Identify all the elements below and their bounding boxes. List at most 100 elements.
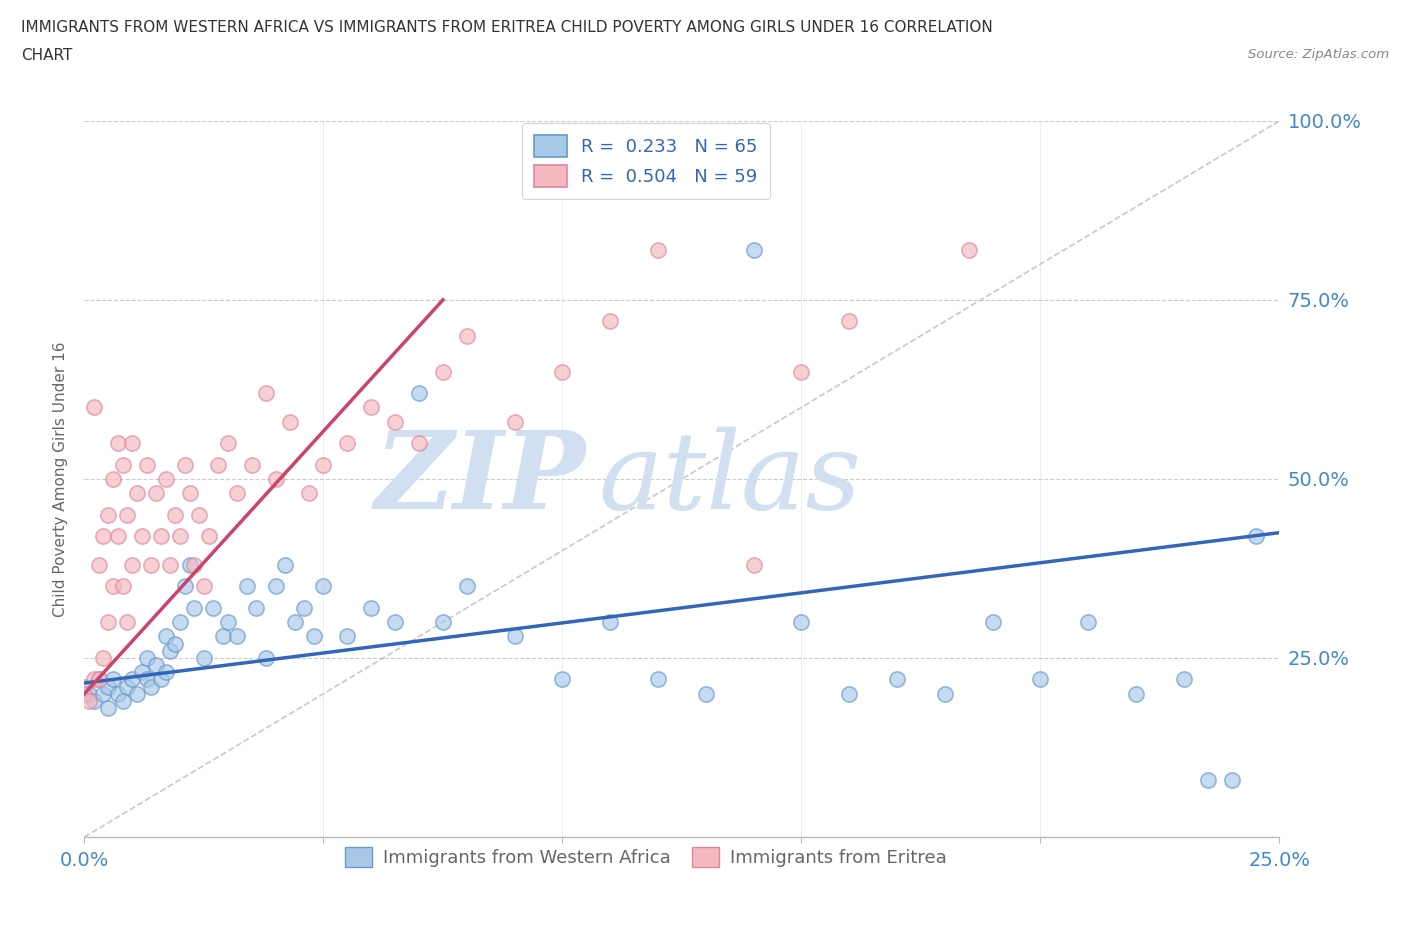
Point: [212, 629, 235, 644]
Point: [73, 686, 96, 701]
Point: [1125, 686, 1147, 701]
Point: [155, 629, 177, 644]
Point: [1244, 529, 1267, 544]
Point: [77, 686, 100, 701]
Point: [503, 414, 526, 429]
Point: [111, 694, 134, 709]
Point: [207, 458, 229, 472]
Point: [408, 386, 430, 401]
Point: [193, 651, 215, 666]
Point: [408, 435, 430, 450]
Point: [111, 578, 134, 594]
Point: [97, 508, 120, 523]
Point: [384, 615, 406, 630]
Point: [264, 578, 287, 594]
Point: [742, 557, 765, 572]
Point: [169, 529, 191, 544]
Point: [336, 629, 359, 644]
Point: [647, 243, 669, 258]
Point: [226, 629, 249, 644]
Point: [173, 458, 195, 472]
Point: [155, 665, 177, 680]
Legend: Immigrants from Western Africa, Immigrants from Eritrea: Immigrants from Western Africa, Immigran…: [337, 840, 955, 874]
Point: [149, 529, 172, 544]
Point: [111, 458, 134, 472]
Point: [292, 601, 315, 616]
Point: [254, 651, 277, 666]
Point: [73, 679, 96, 694]
Point: [790, 365, 813, 379]
Point: [226, 485, 249, 500]
Point: [83, 672, 105, 687]
Point: [179, 485, 201, 500]
Point: [1077, 615, 1099, 630]
Point: [503, 629, 526, 644]
Point: [97, 679, 120, 694]
Point: [240, 458, 263, 472]
Point: [254, 386, 277, 401]
Point: [173, 578, 195, 594]
Point: [93, 686, 115, 701]
Point: [193, 578, 215, 594]
Point: [838, 686, 860, 701]
Text: Source: ZipAtlas.com: Source: ZipAtlas.com: [1249, 48, 1389, 61]
Point: [551, 672, 574, 687]
Point: [125, 686, 148, 701]
Point: [360, 400, 382, 415]
Point: [101, 672, 124, 687]
Point: [101, 578, 124, 594]
Point: [101, 472, 124, 486]
Point: [121, 557, 143, 572]
Point: [117, 615, 139, 630]
Point: [934, 686, 956, 701]
Point: [217, 435, 239, 450]
Point: [202, 601, 225, 616]
Point: [957, 243, 980, 258]
Point: [87, 672, 110, 687]
Point: [236, 578, 259, 594]
Point: [551, 365, 574, 379]
Text: atlas: atlas: [599, 426, 862, 532]
Point: [169, 615, 191, 630]
Point: [149, 672, 172, 687]
Point: [145, 658, 167, 672]
Point: [83, 694, 105, 709]
Point: [217, 615, 239, 630]
Point: [886, 672, 908, 687]
Point: [264, 472, 287, 486]
Point: [155, 472, 177, 486]
Point: [107, 435, 129, 450]
Point: [131, 665, 153, 680]
Point: [302, 629, 325, 644]
Y-axis label: Child Poverty Among Girls Under 16: Child Poverty Among Girls Under 16: [53, 341, 69, 617]
Point: [312, 458, 335, 472]
Point: [83, 400, 105, 415]
Point: [647, 672, 669, 687]
Point: [183, 557, 205, 572]
Point: [245, 601, 267, 616]
Point: [456, 328, 478, 343]
Point: [790, 615, 813, 630]
Point: [107, 529, 129, 544]
Point: [77, 694, 100, 709]
Point: [188, 508, 211, 523]
Point: [1173, 672, 1195, 687]
Point: [981, 615, 1004, 630]
Point: [1197, 772, 1219, 787]
Point: [117, 508, 139, 523]
Point: [599, 615, 621, 630]
Point: [121, 435, 143, 450]
Point: [159, 557, 181, 572]
Point: [183, 601, 205, 616]
Point: [179, 557, 201, 572]
Point: [278, 414, 301, 429]
Point: [97, 700, 120, 715]
Point: [141, 679, 163, 694]
Point: [1029, 672, 1052, 687]
Point: [145, 485, 167, 500]
Point: [336, 435, 359, 450]
Point: [141, 557, 163, 572]
Point: [695, 686, 717, 701]
Point: [360, 601, 382, 616]
Text: CHART: CHART: [21, 48, 73, 63]
